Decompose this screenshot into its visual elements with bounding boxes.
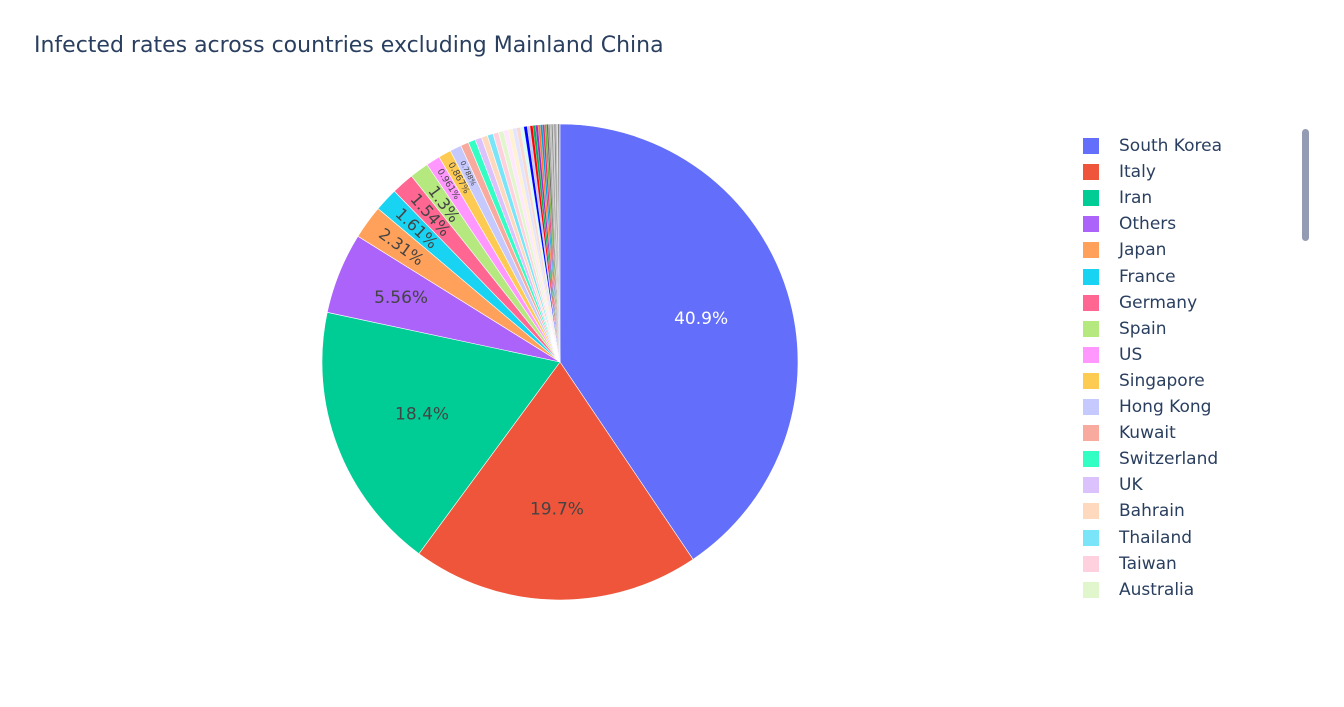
legend-swatch [1083,320,1099,337]
legend-swatch [1083,242,1099,259]
slice-label: 40.9% [674,309,728,329]
slice-label: 18.4% [395,404,449,424]
legend-item[interactable]: South Korea [1078,133,1222,159]
legend-label: UK [1119,475,1143,496]
legend-swatch [1083,477,1099,494]
legend-label: Singapore [1119,370,1205,391]
legend: South Korea Italy Iran Others Japan France Ger… [1078,133,1308,603]
legend-swatch [1083,164,1099,181]
legend-item[interactable]: Kuwait [1078,420,1176,446]
legend-label: Switzerland [1119,449,1219,470]
legend-swatch [1083,268,1099,285]
pie-slice-south-korea[interactable] [559,123,799,560]
chart-title: Infected rates across countries excludin… [34,33,664,58]
legend-scrollbar[interactable] [1302,129,1309,241]
legend-item[interactable]: Singapore [1078,368,1205,394]
legend-swatch [1083,581,1099,598]
legend-swatch [1083,503,1099,520]
legend-label: Thailand [1119,527,1193,548]
legend-label: France [1119,266,1176,287]
legend-item[interactable]: US [1078,342,1142,368]
legend-label: Australia [1119,579,1195,600]
legend-swatch [1083,294,1099,311]
legend-label: Spain [1119,318,1167,339]
legend-label: Japan [1119,240,1167,261]
legend-item[interactable]: Italy [1078,159,1156,185]
legend-item[interactable]: Japan [1078,237,1166,263]
legend-swatch [1083,372,1099,389]
legend-item[interactable]: Others [1078,211,1176,237]
legend-item[interactable]: Switzerland [1078,446,1218,472]
legend-item[interactable]: UK [1078,472,1143,498]
legend-item[interactable]: Iran [1078,185,1152,211]
legend-label: Italy [1119,162,1156,183]
legend-item[interactable]: France [1078,264,1176,290]
legend-item[interactable]: Bahrain [1078,498,1185,524]
legend-swatch [1083,138,1099,154]
legend-label: Bahrain [1119,501,1185,522]
legend-swatch [1083,451,1099,468]
legend-item[interactable]: Thailand [1078,525,1192,551]
legend-item[interactable]: Hong Kong [1078,394,1211,420]
legend-swatch [1083,346,1099,363]
legend-item[interactable]: Taiwan [1078,551,1177,577]
pie-slices [321,123,799,601]
legend-label: US [1119,344,1143,365]
legend-label: Taiwan [1119,553,1177,574]
legend-item[interactable]: Australia [1078,577,1194,603]
legend-item[interactable]: Spain [1078,316,1167,342]
legend-label: Others [1119,214,1177,235]
pie-slice-other[interactable] [558,123,561,363]
legend-swatch [1083,425,1099,442]
slice-label: 5.56% [374,288,428,308]
legend-swatch [1083,190,1099,207]
pie-slice-iran[interactable] [321,311,561,555]
slice-label: 19.7% [530,500,584,520]
legend-swatch [1083,399,1099,415]
legend-label: Iran [1119,188,1153,209]
legend-swatch [1083,216,1099,233]
legend-swatch [1083,529,1099,546]
legend-swatch [1083,555,1099,572]
pie-slice-italy[interactable] [418,361,694,601]
legend-label: South Korea [1119,136,1223,156]
legend-label: Kuwait [1119,423,1176,444]
legend-item[interactable]: Germany [1078,290,1197,316]
legend-label: Germany [1119,292,1198,313]
legend-label: Hong Kong [1119,397,1212,417]
